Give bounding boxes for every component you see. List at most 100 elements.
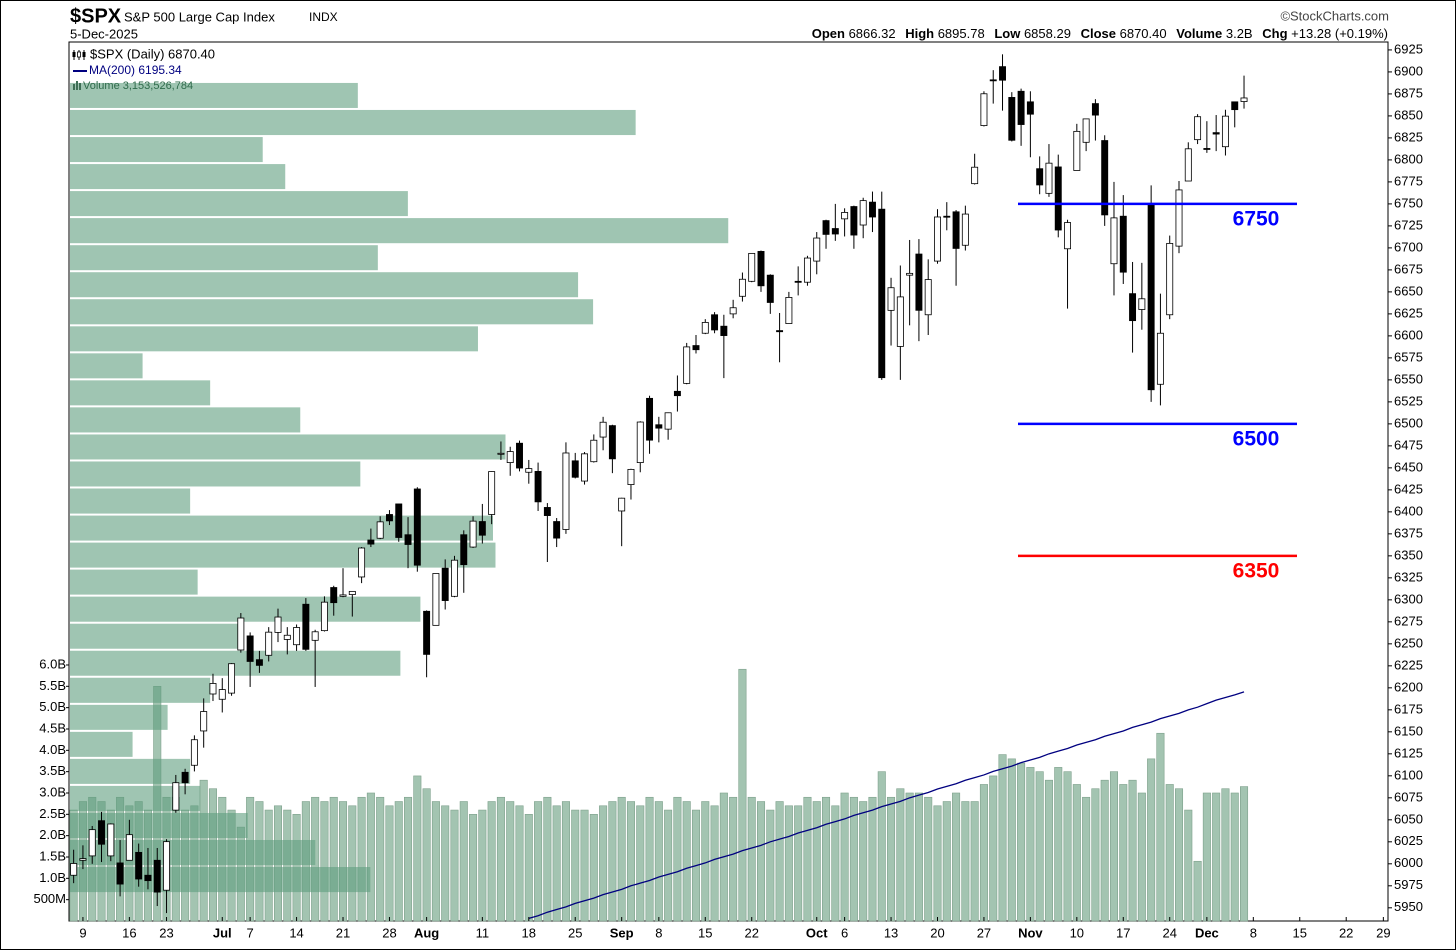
candle-body (497, 452, 505, 455)
volume-bar (942, 801, 951, 922)
y-tick-label: 6450 (1394, 459, 1423, 474)
volume-bar (710, 805, 719, 922)
candle-body (1045, 162, 1053, 194)
quote-value: 6866.32 (849, 26, 896, 41)
volume-bar (1240, 786, 1249, 922)
y-tick-label: 5975 (1394, 877, 1423, 892)
legend-label: $SPX (Daily) 6870.40 (90, 46, 215, 61)
candle-body (153, 859, 161, 893)
candle-body (869, 201, 876, 218)
volume-bar (952, 792, 961, 922)
volume-by-price-bar (70, 434, 506, 460)
candle-body (961, 213, 969, 246)
x-tick-label: 28 (382, 925, 396, 940)
volume-bar (970, 801, 979, 922)
volume-bar (1100, 779, 1109, 922)
y-tick-label: 6025 (1394, 833, 1423, 848)
volume-bar (506, 801, 515, 922)
volume-bar (1221, 788, 1230, 922)
y-tick-label: 6675 (1394, 261, 1423, 276)
candle-body (432, 573, 440, 626)
x-tick-label: Jul (213, 925, 232, 940)
x-tick-label: 14 (289, 925, 303, 940)
volume-bar (887, 796, 896, 922)
volume-bar (831, 805, 840, 922)
volume-by-price-bar (70, 137, 263, 163)
x-tick-label: Dec (1195, 925, 1219, 940)
candle-body (1082, 118, 1090, 143)
candle-body (599, 421, 607, 438)
x-tick-label: 8 (655, 925, 662, 940)
candle-body (404, 534, 412, 545)
candle-body (1231, 101, 1239, 111)
y-tick-label: 6825 (1394, 129, 1423, 144)
candle-body (785, 297, 793, 324)
volume-bar (729, 796, 738, 922)
candle-body (1166, 242, 1174, 316)
volume-bar (822, 796, 831, 922)
y-tick-label: 6500 (1394, 415, 1423, 430)
volume-by-price-bar (70, 109, 636, 136)
volume-bar (989, 775, 998, 922)
candle-body (673, 390, 681, 397)
volume-bar (1193, 860, 1202, 922)
volume-bar (413, 775, 422, 922)
volume-bar (589, 814, 598, 922)
volume-tick-label: 2.0B (39, 827, 66, 842)
volume-by-price-bar (70, 839, 316, 866)
quote-label: Open (812, 26, 845, 41)
y-tick-label: 6125 (1394, 745, 1423, 760)
volume-bar (1044, 779, 1053, 922)
candle-body (423, 610, 431, 655)
date: 5-Dec-2025 (70, 26, 138, 41)
candle-body (859, 200, 867, 226)
y-tick-label: 6475 (1394, 437, 1423, 452)
volume-by-price-bar (70, 596, 421, 622)
x-tick-label: Aug (414, 925, 439, 940)
candle-body (88, 829, 96, 857)
candle-body (766, 274, 774, 303)
candle-layer (70, 54, 1248, 914)
candle-body (943, 215, 951, 218)
volume-bar (394, 801, 403, 922)
volume-bar (775, 801, 784, 922)
volume-by-price-bar (70, 380, 211, 406)
x-tick-label: 10 (1070, 925, 1084, 940)
volume-bar (431, 801, 440, 922)
y-tick-label: 6350 (1394, 547, 1423, 562)
x-tick-label: 7 (247, 925, 254, 940)
y-tick-label: 6750 (1394, 195, 1423, 210)
volume-by-price-bar (70, 272, 579, 298)
candle-body (1221, 115, 1229, 148)
candle-body (320, 601, 328, 632)
candle-body (738, 278, 746, 297)
candle-body (107, 823, 115, 857)
x-tick-label: Sep (610, 925, 634, 940)
legend-label: Volume 3,153,526,784 (83, 80, 193, 92)
volume-bar (766, 809, 775, 922)
volume-bar (376, 796, 385, 922)
candle-body (878, 208, 886, 379)
volume-by-price-bar (70, 812, 248, 838)
candle-body (924, 279, 932, 316)
volume-bar (1119, 784, 1128, 922)
candle-body (915, 253, 923, 311)
candle-body (618, 497, 626, 512)
candle-body (1054, 166, 1062, 231)
candle-body (200, 711, 208, 732)
legend-label: MA(200) 6195.34 (89, 63, 182, 77)
volume-bar (998, 754, 1007, 922)
x-tick-label: 15 (1293, 925, 1307, 940)
candle-body (348, 590, 356, 595)
volume-tick-label: 5.5B (39, 678, 66, 693)
levels-layer: 6750 6500 6350 (1018, 202, 1297, 582)
x-tick-label: 8 (1250, 925, 1257, 940)
volume-bar (1147, 758, 1156, 922)
candle-body (813, 237, 821, 262)
legend-volume-icon (73, 81, 81, 90)
candle-body (395, 503, 403, 538)
volume-bar (673, 796, 682, 922)
volume-bar (366, 792, 375, 922)
volume-bar (1184, 809, 1193, 922)
volume-by-price-bar (70, 353, 143, 379)
